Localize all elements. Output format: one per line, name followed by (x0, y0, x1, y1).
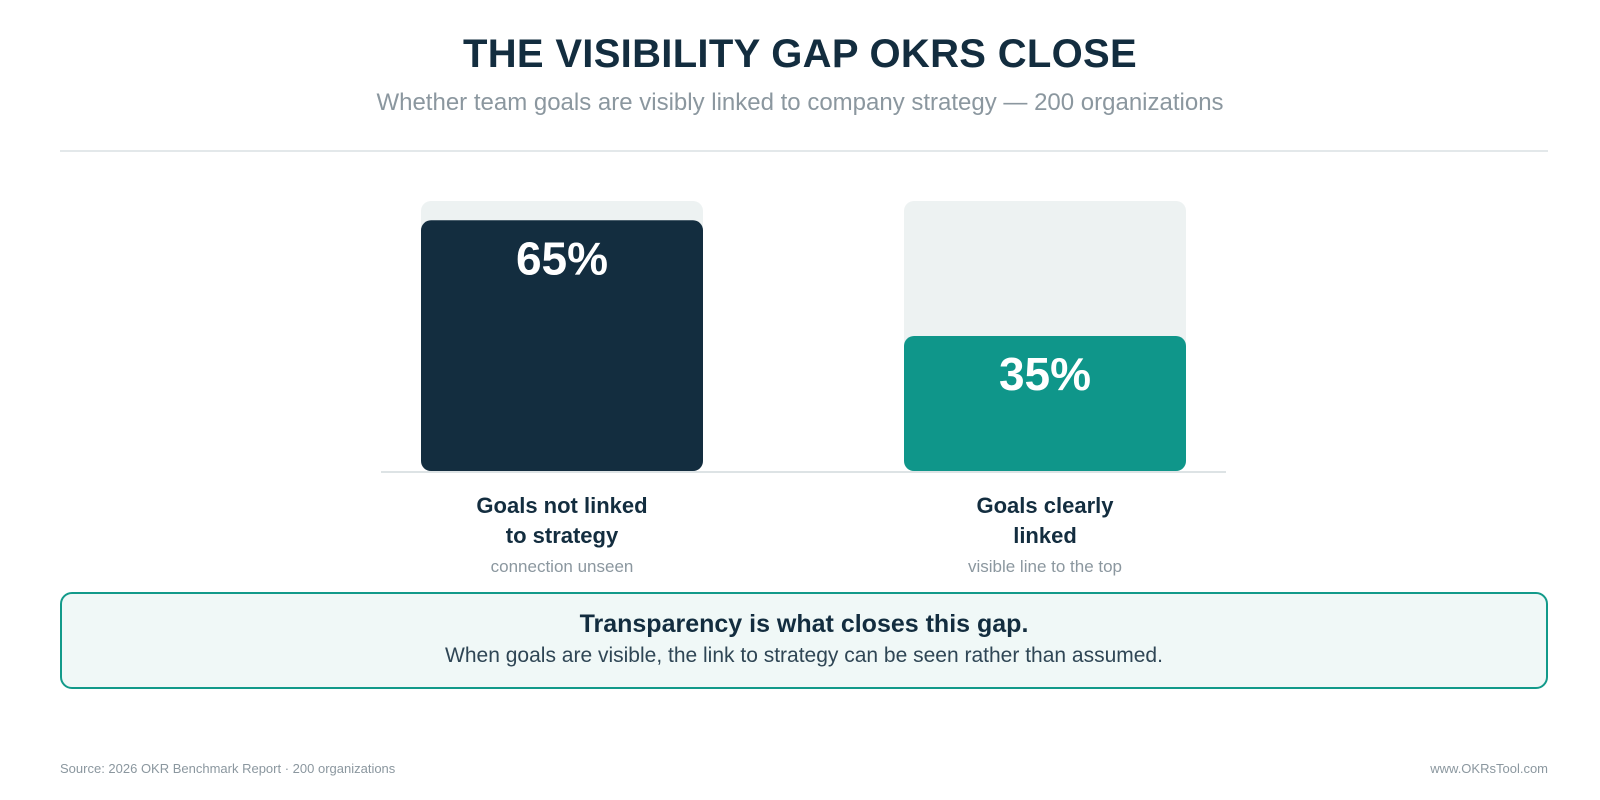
bar-chart: 65% 35% (381, 201, 1226, 473)
source-note: Source: 2026 OKR Benchmark Report · 200 … (60, 761, 396, 776)
bar-value-label: 65% (516, 232, 608, 284)
page-title: THE VISIBILITY GAP OKRS CLOSE (463, 32, 1137, 76)
insight-callout: Transparency is what closes this gap. Wh… (60, 592, 1548, 689)
category-label: Goals clearly linked (976, 493, 1114, 548)
callout-headline: Transparency is what closes this gap. (579, 610, 1029, 638)
category-label: Goals not linked to strategy (476, 493, 648, 548)
header-divider (60, 150, 1548, 152)
callout-body: When goals are visible, the link to stra… (445, 644, 1163, 667)
category-label-group: Goals not linked to strategy connection u… (412, 491, 712, 577)
page-subtitle: Whether team goals are visibly linked to… (376, 89, 1224, 116)
website-link[interactable]: www.OKRsTool.com (1430, 761, 1548, 776)
bar (421, 220, 703, 471)
category-subtitle: visible line to the top (967, 557, 1123, 576)
bar-value-label: 35% (999, 348, 1091, 400)
category-label-group: Goals clearly linked visible line to the … (895, 491, 1195, 577)
bar (904, 336, 1186, 471)
category-subtitle: connection unseen (490, 557, 634, 576)
